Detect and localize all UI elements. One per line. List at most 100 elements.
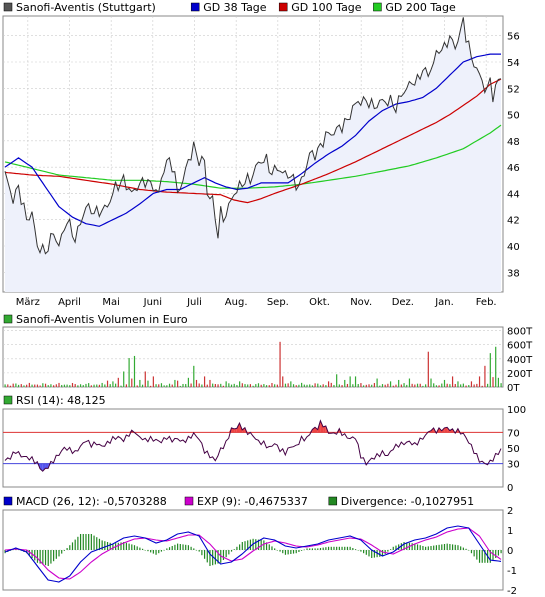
y-tick-label: 200T: [507, 369, 533, 380]
divergence-bar: [230, 550, 233, 552]
volume-bar: [109, 384, 111, 387]
divergence-bar: [212, 550, 214, 566]
rsi-overbought-fill: [234, 428, 237, 433]
volume-bar: [212, 383, 214, 387]
volume-bar: [220, 383, 222, 387]
volume-bar: [376, 378, 378, 387]
volume-bar: [249, 384, 252, 387]
volume-bar: [177, 380, 179, 387]
divergence-bar: [203, 550, 206, 559]
y-tick-label: -2: [507, 586, 517, 597]
rsi-overbought-fill: [312, 427, 315, 433]
divergence-bar: [349, 546, 351, 550]
divergence-bar: [322, 547, 324, 550]
volume-bar: [354, 376, 357, 387]
divergence-bar: [61, 550, 63, 554]
volume-bar: [371, 384, 373, 387]
y-tick-label: 100: [507, 405, 526, 416]
divergence-bar: [152, 550, 154, 554]
volume-bar: [34, 384, 36, 387]
volume-bar: [330, 382, 332, 387]
volume-bar: [462, 383, 464, 387]
divergence-bar: [381, 550, 384, 557]
divergence-bar: [236, 546, 238, 550]
divergence-bar: [341, 546, 343, 550]
volume-bar: [233, 383, 235, 387]
divergence-bar: [98, 538, 101, 550]
divergence-bar: [290, 550, 292, 554]
volume-bar: [115, 383, 117, 387]
volume-bar: [58, 382, 60, 387]
volume-bar: [90, 385, 92, 387]
divergence-bar: [90, 534, 92, 550]
rsi-oversold-fill: [42, 463, 46, 472]
divergence-bar: [69, 545, 71, 550]
volume-bar: [42, 383, 44, 387]
y-tick-label: 50: [507, 111, 520, 122]
volume-bar: [398, 379, 400, 387]
volume-bar: [346, 383, 349, 387]
legend-label: GD 200 Tage: [385, 1, 456, 14]
volume-bar: [39, 385, 41, 387]
volume-bar: [451, 376, 454, 387]
legend-swatch: [3, 496, 13, 506]
legend-swatch: [278, 2, 288, 12]
y-tick-label: 54: [507, 58, 520, 69]
y-tick-label: 46: [507, 163, 520, 174]
volume-bar: [422, 385, 424, 387]
volume-bar: [23, 385, 25, 387]
divergence-bar: [28, 550, 30, 556]
rsi-y-ticks: 0 30 50 70 100: [507, 405, 526, 494]
volume-bar: [241, 383, 243, 387]
volume-bar: [225, 381, 227, 387]
divergence-bar: [209, 550, 211, 566]
volume-bar: [195, 379, 198, 387]
divergence-bar: [306, 548, 308, 550]
divergence-bar: [414, 543, 416, 550]
divergence-bar: [79, 534, 82, 550]
volume-bar: [319, 385, 322, 387]
x-tick-label: Feb.: [476, 297, 497, 308]
rsi-overbought-fill: [323, 425, 326, 433]
legend-swatch: [184, 496, 194, 506]
rsi-oversold-fill: [45, 463, 49, 469]
divergence-bar: [88, 534, 90, 550]
volume-bar: [128, 358, 130, 387]
divergence-bar: [462, 547, 464, 550]
volume-bar: [147, 380, 149, 387]
volume-bar: [274, 384, 276, 387]
volume-bar: [63, 384, 66, 387]
divergence-bar: [416, 544, 419, 550]
divergence-bar: [171, 546, 173, 550]
rsi-overbought-fill: [444, 427, 448, 433]
divergence-bar: [117, 542, 119, 550]
divergence-bar: [147, 550, 149, 552]
divergence-bar: [249, 539, 252, 550]
divergence-bar: [484, 550, 486, 563]
divergence-bar: [85, 534, 87, 550]
volume-bar: [257, 383, 260, 387]
divergence-bar: [74, 539, 76, 550]
volume-bar: [163, 385, 165, 387]
volume-bar: [333, 384, 335, 387]
y-tick-label: 40: [507, 242, 520, 253]
volume-bar: [61, 384, 63, 387]
y-tick-label: 42: [507, 216, 520, 227]
x-tick-label: Dez.: [392, 297, 414, 308]
divergence-bar: [128, 543, 130, 550]
volume-bar: [53, 385, 55, 387]
divergence-bar: [96, 537, 98, 550]
volume-bar: [357, 384, 359, 387]
volume-bar: [395, 384, 397, 387]
legend-label: RSI (14): 48,125: [16, 394, 106, 407]
volume-bar: [282, 376, 284, 387]
divergence-bar: [330, 546, 332, 550]
legend-swatch: [190, 2, 200, 12]
volume-bar: [244, 384, 246, 387]
x-tick-label: Sep.: [267, 297, 289, 308]
volume-bar: [301, 382, 303, 387]
x-tick-label: Mai: [102, 297, 120, 308]
volume-bar: [411, 383, 413, 387]
divergence-bar: [158, 550, 160, 554]
